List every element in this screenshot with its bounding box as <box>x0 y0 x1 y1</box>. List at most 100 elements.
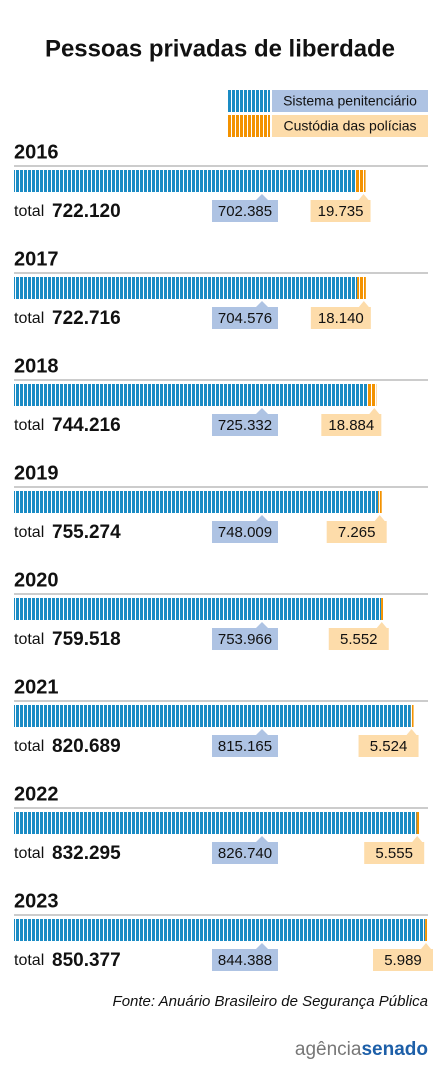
bar-segment <box>378 491 382 513</box>
bar-segment <box>381 598 384 620</box>
bar-segment <box>357 277 366 299</box>
year-label: 2019 <box>14 462 59 484</box>
pointer <box>256 301 268 307</box>
value-label: 18.140 <box>318 310 364 327</box>
value-label: 5.552 <box>340 631 378 648</box>
value-label-box <box>212 307 278 329</box>
legend-swatch <box>228 90 270 112</box>
value-label-box <box>212 842 278 864</box>
pointer <box>358 301 369 307</box>
value-label-box <box>328 628 389 650</box>
legend: Sistema penitenciário Custódia das políci… <box>228 90 428 137</box>
pointer <box>376 622 387 628</box>
bar-segment <box>14 170 356 192</box>
pointer <box>256 622 268 628</box>
value-label: 5.555 <box>375 845 413 862</box>
value-label-box <box>310 307 371 329</box>
value-label-box <box>373 949 433 971</box>
value-label: 18.884 <box>328 417 374 434</box>
value-label: 826.740 <box>218 845 272 862</box>
legend-box <box>272 115 428 137</box>
pointer <box>256 943 268 949</box>
year-label: 2017 <box>14 248 59 270</box>
value-label-box <box>212 735 278 757</box>
value-label-box <box>358 735 419 757</box>
total-value: 744.216 <box>52 415 121 436</box>
total-word: total <box>14 631 44 648</box>
total-value: 755.274 <box>52 522 121 543</box>
value-label: 19.735 <box>318 203 364 220</box>
source: Fonte: Anuário Brasileiro de Segurança P… <box>113 993 428 1010</box>
value-label-box <box>310 200 371 222</box>
value-label-box <box>212 521 278 543</box>
value-label-box <box>321 414 382 436</box>
value-label-box <box>326 521 387 543</box>
bar-segment <box>416 812 420 834</box>
value-label-box <box>212 949 278 971</box>
bar-segment <box>14 705 411 727</box>
legend-box <box>272 90 428 112</box>
plot: 2016 total 722.120 702.385 19.735 2017 total 72… <box>14 141 433 971</box>
bar-segment <box>14 384 368 406</box>
total-value: 832.295 <box>52 843 121 864</box>
total-word: total <box>14 524 44 541</box>
legend-swatch <box>228 115 270 137</box>
year-label: 2020 <box>14 569 59 591</box>
value-label-box <box>364 842 425 864</box>
pointer <box>406 729 417 735</box>
value-label-box <box>212 414 278 436</box>
pointer <box>256 194 268 200</box>
value-label: 815.165 <box>218 738 272 755</box>
value-label: 753.966 <box>218 631 272 648</box>
chart-title: Pessoas privadas de liberdade <box>45 35 395 62</box>
value-label-box <box>212 200 278 222</box>
bar-segment <box>14 491 379 513</box>
total-word: total <box>14 845 44 862</box>
total-value: 722.120 <box>52 201 121 222</box>
year-label: 2022 <box>14 783 59 805</box>
logo-part: senado <box>361 1039 428 1060</box>
total-value: 820.689 <box>52 736 121 757</box>
bar-segment <box>14 277 358 299</box>
total-word: total <box>14 310 44 327</box>
value-label: 5.524 <box>370 738 408 755</box>
value-label: 704.576 <box>218 310 272 327</box>
value-label: 748.009 <box>218 524 272 541</box>
total-word: total <box>14 738 44 755</box>
bar-segment <box>410 705 414 727</box>
year-label: 2021 <box>14 676 59 698</box>
total-word: total <box>14 203 44 220</box>
pointer <box>374 515 385 521</box>
bar-segment <box>367 384 377 406</box>
bar-segment <box>425 919 428 941</box>
year-label: 2016 <box>14 141 59 163</box>
total-value: 722.716 <box>52 308 121 329</box>
pointer <box>256 836 268 842</box>
value-label-box <box>212 628 278 650</box>
legend-label: Sistema penitenciário <box>283 93 417 109</box>
pointer <box>256 729 268 735</box>
total-word: total <box>14 417 44 434</box>
pointer <box>369 408 380 414</box>
bar-segment <box>355 170 366 192</box>
total-word: total <box>14 952 44 969</box>
logo-part: agência <box>295 1039 362 1060</box>
value-label: 702.385 <box>218 203 272 220</box>
value-label: 7.265 <box>338 524 376 541</box>
year-label: 2018 <box>14 355 59 377</box>
bar-segment <box>14 919 426 941</box>
value-label: 725.332 <box>218 417 272 434</box>
logo: agênciasenado <box>295 1039 428 1060</box>
total-value: 759.518 <box>52 629 121 650</box>
bar-segment <box>14 598 382 620</box>
year-label: 2023 <box>14 890 59 912</box>
total-value: 850.377 <box>52 950 121 971</box>
value-label: 844.388 <box>218 952 272 969</box>
pointer <box>421 943 431 949</box>
legend-label: Custódia das polícias <box>283 118 416 134</box>
bar-segment <box>14 812 417 834</box>
pointer <box>256 408 268 414</box>
value-label: 5.989 <box>384 952 422 969</box>
pointer <box>256 515 268 521</box>
